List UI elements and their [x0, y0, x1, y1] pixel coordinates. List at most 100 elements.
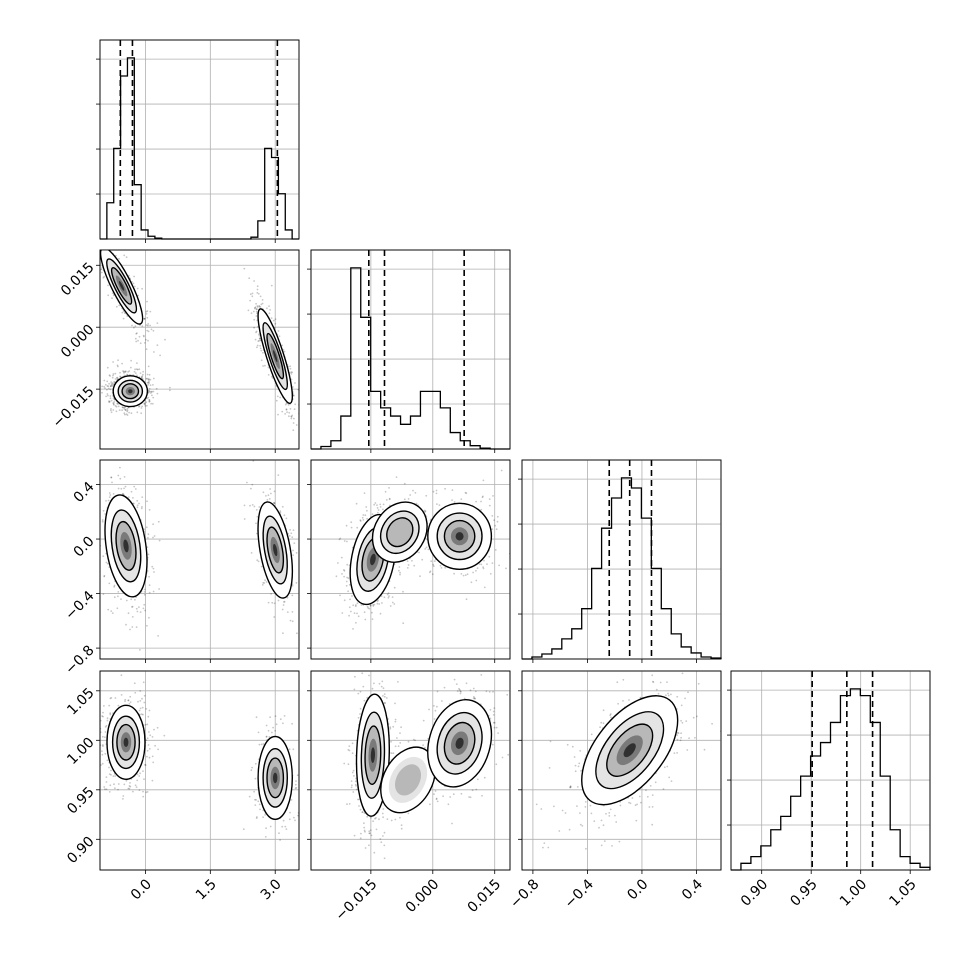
sample-point: [374, 817, 376, 820]
density-shade: [370, 553, 376, 566]
sample-point: [114, 787, 116, 790]
sample-point: [423, 509, 426, 512]
scatter-panel-r3-c1: [307, 669, 511, 874]
sample-point: [121, 409, 123, 412]
sample-point: [388, 497, 391, 500]
sample-point: [288, 535, 291, 537]
sample-point: [149, 390, 151, 393]
sample-point: [142, 795, 145, 798]
sample-point: [277, 330, 280, 332]
sample-point: [155, 387, 158, 390]
sample-point: [290, 373, 293, 375]
sample-point: [111, 247, 113, 249]
sample-point: [143, 402, 146, 405]
sample-point: [352, 604, 355, 607]
sample-point: [249, 299, 252, 302]
sample-point: [138, 502, 140, 505]
sample-point: [169, 386, 171, 389]
sample-point: [376, 600, 379, 603]
sample-point: [147, 533, 150, 536]
sample-point: [295, 582, 298, 584]
sample-point: [279, 396, 281, 399]
sample-point: [486, 563, 488, 565]
sample-point: [153, 351, 155, 353]
sample-point: [117, 487, 120, 490]
sample-point: [359, 690, 362, 693]
sample-point: [143, 778, 145, 781]
sample-point: [140, 376, 143, 378]
sample-point: [364, 514, 367, 517]
sample-point: [291, 722, 293, 725]
sample-point: [95, 762, 97, 764]
sample-point: [281, 344, 284, 347]
sample-point: [97, 245, 99, 247]
sample-point: [141, 405, 144, 408]
sample-point: [251, 766, 254, 769]
sample-point: [374, 502, 377, 504]
sample-point: [153, 728, 155, 731]
sample-point: [110, 383, 113, 385]
sample-point: [119, 375, 121, 378]
sample-point: [383, 701, 386, 704]
sample-point: [110, 610, 113, 612]
sample-point: [379, 506, 382, 508]
sample-point: [368, 669, 370, 671]
sample-point: [348, 583, 351, 586]
sample-point: [297, 814, 299, 817]
histogram-panel-0: [96, 39, 300, 243]
sample-point: [432, 563, 435, 566]
sample-point: [156, 322, 159, 324]
sample-point: [151, 755, 154, 758]
density-shade: [118, 281, 125, 291]
sample-point: [343, 540, 346, 542]
sample-point: [126, 409, 129, 412]
sample-point: [339, 594, 341, 597]
sample-point: [395, 476, 398, 478]
sample-point: [290, 415, 293, 418]
sample-point: [248, 277, 251, 280]
sample-point: [427, 548, 430, 551]
sample-point: [146, 316, 149, 319]
sample-point: [108, 401, 110, 403]
sample-point: [335, 575, 338, 578]
sample-point: [294, 382, 296, 384]
contour-line: [427, 502, 493, 570]
sample-point: [359, 837, 362, 840]
sample-point: [285, 408, 288, 411]
sample-point: [128, 370, 131, 372]
sample-point: [300, 404, 302, 406]
sample-point: [363, 611, 366, 614]
sample-point: [256, 515, 259, 518]
sample-point: [122, 795, 125, 797]
density-layer: [100, 460, 303, 651]
sample-point: [125, 779, 128, 782]
sample-point: [148, 399, 151, 401]
sample-point: [258, 803, 261, 806]
sample-point: [425, 546, 428, 549]
sample-point: [366, 509, 368, 512]
sample-point: [143, 317, 146, 320]
sample-point: [149, 384, 152, 387]
sample-point: [357, 798, 359, 801]
sample-point: [425, 494, 428, 497]
sample-point: [146, 546, 149, 549]
sample-point: [350, 526, 353, 529]
sample-point: [124, 406, 127, 409]
sample-point: [290, 417, 293, 420]
sample-point: [264, 364, 266, 367]
sample-point: [301, 573, 303, 575]
sample-point: [270, 284, 273, 287]
sample-point: [134, 372, 137, 374]
sample-point: [339, 537, 342, 540]
sample-point: [123, 487, 125, 490]
sample-point: [372, 604, 374, 606]
sample-point: [254, 777, 257, 780]
sample-point: [265, 827, 267, 830]
sample-point: [272, 319, 275, 322]
sample-point: [290, 532, 293, 535]
sample-point: [134, 488, 137, 490]
sample-point: [151, 391, 153, 393]
sample-point: [100, 764, 102, 766]
sample-point: [424, 548, 427, 550]
sample-point: [146, 397, 148, 400]
